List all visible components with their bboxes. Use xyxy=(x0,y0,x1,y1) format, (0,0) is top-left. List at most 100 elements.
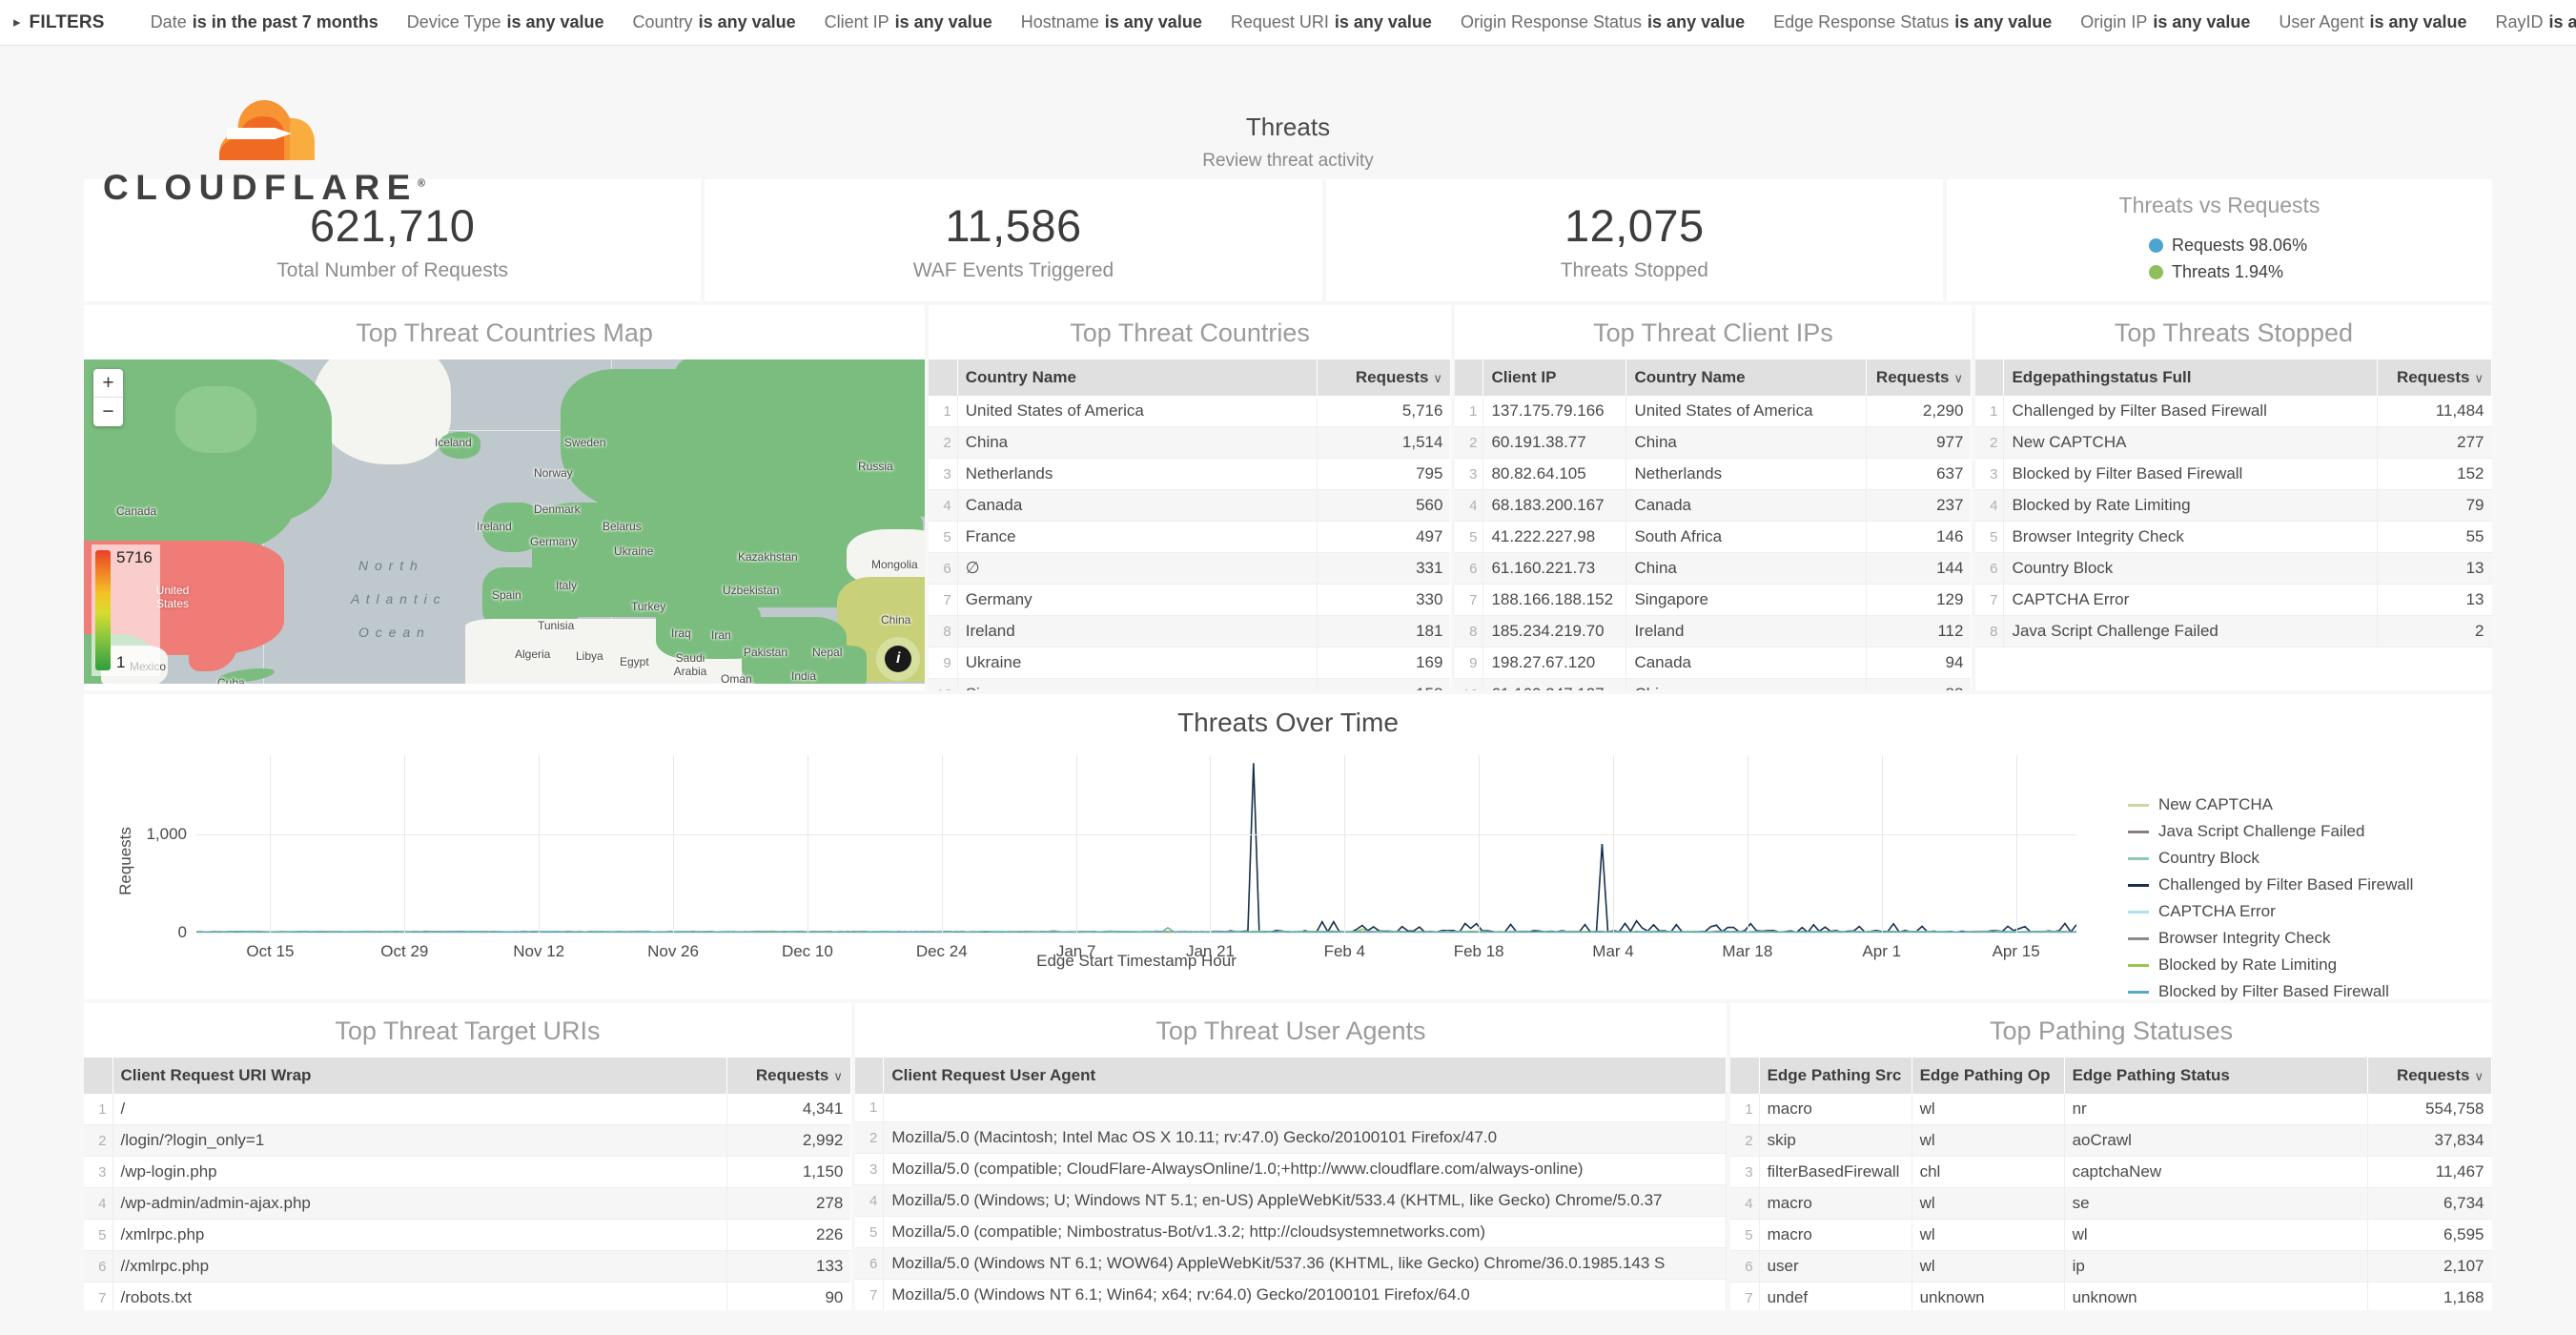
row-index: 5 xyxy=(84,1219,113,1251)
table-row[interactable]: 2 60.191.38.77 China 977 xyxy=(1454,426,1972,459)
table-row[interactable]: 5/xmlrpc.php 226 xyxy=(84,1219,851,1251)
col-requests[interactable]: Requests ∨ xyxy=(2367,1058,2492,1094)
table-row[interactable]: 5 macro wl wl 6,595 xyxy=(1730,1219,2492,1251)
table-row[interactable]: 7 CAPTCHA Error 13 xyxy=(1974,584,2492,616)
col-client-request-uri-wrap[interactable]: Client Request URI Wrap xyxy=(112,1058,727,1094)
chart-legend-item[interactable]: Java Script Challenge Failed xyxy=(2128,822,2492,841)
filter-chip[interactable]: Client IP is any value xyxy=(825,12,992,32)
table-row[interactable]: 10Si158 xyxy=(929,678,1451,690)
chart-legend-item[interactable]: New CAPTCHA xyxy=(2128,795,2492,814)
col-requests[interactable]: Requests ∨ xyxy=(726,1058,851,1094)
table-row[interactable]: 6 user wl ip 2,107 xyxy=(1730,1250,2492,1283)
filter-chip[interactable]: Origin IP is any value xyxy=(2080,12,2250,32)
table-row[interactable]: 1 United States of America 5,716 xyxy=(929,396,1451,427)
filter-chip[interactable]: Edge Response Status is any value xyxy=(1773,12,2052,32)
col-requests[interactable]: Requests ∨ xyxy=(1866,359,1972,396)
col-client-request-user-agent[interactable]: Client Request User Agent xyxy=(883,1058,1728,1094)
cell-requests: 2 xyxy=(2377,615,2492,647)
table-row[interactable]: 2 China 1,514 xyxy=(929,426,1451,459)
filter-chip[interactable]: Device Type is any value xyxy=(407,12,604,32)
filter-field: Device Type xyxy=(406,12,501,31)
map-zoom-controls[interactable]: + − xyxy=(93,369,123,426)
row-index: 3 xyxy=(84,1156,113,1188)
table-row[interactable]: 1 137.175.79.166 United States of America 2… xyxy=(1454,396,1972,427)
col-edge-pathing-src[interactable]: Edge Pathing Src xyxy=(1759,1058,1912,1094)
table-row[interactable]: 9 198.27.67.120 Canada 94 xyxy=(1454,647,1972,679)
row-index: 2 xyxy=(1730,1124,1760,1157)
col-requests[interactable]: Requests ∨ xyxy=(1317,359,1451,396)
filter-chip[interactable]: User Agent is any value xyxy=(2279,12,2466,32)
table-row[interactable]: 7/robots.txt 90 xyxy=(84,1282,851,1310)
table-row[interactable]: 7 188.166.188.152 Singapore 129 xyxy=(1454,584,1972,616)
table-row[interactable]: 3 Blocked by Filter Based Firewall 152 xyxy=(1974,458,2492,490)
col-client-ip[interactable]: Client IP xyxy=(1482,359,1627,396)
table-row[interactable]: 5 Browser Integrity Check 55 xyxy=(1974,521,2492,553)
zoom-in-button[interactable]: + xyxy=(93,369,123,398)
chart-legend-item[interactable]: Browser Integrity Check xyxy=(2128,929,2492,948)
info-icon[interactable]: i xyxy=(885,646,912,672)
table-row[interactable]: 6 61.160.221.73 China 144 xyxy=(1454,552,1972,585)
row-index: 3 xyxy=(854,1153,885,1185)
table-row[interactable]: 4 Canada 560 xyxy=(929,489,1451,522)
table-row[interactable]: 7 Germany 330 xyxy=(929,584,1451,616)
table-row[interactable]: 6 ∅ 331 xyxy=(929,552,1451,585)
table-row[interactable]: 2 Mozilla/5.0 (Macintosh; Intel Mac OS X … xyxy=(854,1121,1728,1154)
col-edge-pathing-op[interactable]: Edge Pathing Op xyxy=(1912,1058,2065,1094)
table-row[interactable]: 6//xmlrpc.php 133 xyxy=(84,1250,851,1283)
table-row[interactable]: 6 Mozilla/5.0 (Windows NT 6.1; WOW64) App… xyxy=(854,1247,1728,1280)
table-row[interactable]: 3 Netherlands 795 xyxy=(929,458,1451,490)
table-row[interactable]: 4 68.183.200.167 Canada 237 xyxy=(1454,489,1972,522)
col-country-name[interactable]: Country Name xyxy=(1625,359,1867,396)
filter-chip[interactable]: Origin Response Status is any value xyxy=(1461,12,1745,32)
table-row[interactable]: 3/wp-login.php 1,150 xyxy=(84,1156,851,1188)
table-row[interactable]: 7 undef unknown unknown 1,168 xyxy=(1730,1282,2492,1310)
row-index: 4 xyxy=(84,1187,113,1220)
table-row[interactable]: 8 185.234.219.70 Ireland 112 xyxy=(1454,615,1972,647)
table-row[interactable]: 4 macro wl se 6,734 xyxy=(1730,1187,2492,1220)
chevron-right-icon[interactable]: ▸ xyxy=(13,14,21,31)
table-row[interactable]: 6 Country Block 13 xyxy=(1974,552,2492,585)
table-row[interactable]: 3 Mozilla/5.0 (compatible; CloudFlare-Alw… xyxy=(854,1153,1728,1185)
table-row[interactable]: 5 France 497 xyxy=(929,521,1451,553)
table-row[interactable]: 5 Mozilla/5.0 (compatible; Nimbostratus-B… xyxy=(854,1216,1728,1248)
table-row[interactable]: 3 filterBasedFirewall chl captchaNew 11,467 xyxy=(1730,1156,2492,1188)
legend-swatch-icon xyxy=(2128,990,2149,994)
col-edgepathingstatus-full[interactable]: Edgepathingstatus Full xyxy=(2003,359,2378,396)
table-row[interactable]: 4/wp-admin/admin-ajax.php 278 xyxy=(84,1187,851,1220)
cell-status: ip xyxy=(2064,1250,2369,1283)
table-row[interactable]: 2/login/?login_only=1 2,992 xyxy=(84,1124,851,1157)
chart-legend-item[interactable]: CAPTCHA Error xyxy=(2128,902,2492,921)
table-row[interactable]: 4 Blocked by Rate Limiting 79 xyxy=(1974,489,2492,522)
filter-chip[interactable]: Request URI is any value xyxy=(1231,12,1432,32)
table-row[interactable]: 8 Java Script Challenge Failed 2 xyxy=(1974,615,2492,647)
filter-chip[interactable]: Hostname is any value xyxy=(1021,12,1202,32)
filter-chip[interactable]: Date is in the past 7 months xyxy=(151,12,378,32)
table-row[interactable]: 1/4,341 xyxy=(84,1094,851,1125)
table-row[interactable]: 3 80.82.64.105 Netherlands 637 xyxy=(1454,458,1972,490)
table-row[interactable]: 2 New CAPTCHA 277 xyxy=(1974,426,2492,459)
chart-legend-item[interactable]: Country Block xyxy=(2128,849,2492,868)
chart-legend-item[interactable]: Challenged by Filter Based Firewall xyxy=(2128,875,2492,894)
col-requests[interactable]: Requests ∨ xyxy=(2377,359,2492,396)
zoom-out-button[interactable]: − xyxy=(102,400,114,422)
table-row[interactable]: 2 skip wl aoCrawl 37,834 xyxy=(1730,1124,2492,1157)
table-row[interactable]: 8 Ireland 181 xyxy=(929,615,1451,647)
table-row[interactable]: 1 Challenged by Filter Based Firewall 11,4… xyxy=(1974,396,2492,427)
table-row[interactable]: 9 Ukraine 169 xyxy=(929,647,1451,679)
table-row[interactable]: 7 Mozilla/5.0 (Windows NT 6.1; Win64; x64… xyxy=(854,1279,1728,1310)
chart-legend-item[interactable]: Blocked by Filter Based Firewall xyxy=(2128,982,2492,1001)
chart-legend-item[interactable]: Blocked by Rate Limiting xyxy=(2128,955,2492,975)
table-row[interactable]: 1 xyxy=(854,1094,1728,1122)
col-country-name[interactable]: Country Name xyxy=(957,359,1318,396)
cell-op: chl xyxy=(1912,1156,2065,1188)
col-edge-pathing-status[interactable]: Edge Pathing Status xyxy=(2064,1058,2369,1094)
chart-plot[interactable]: 0 1,000 Oct 15 Oct 29 Nov 12 Nov 26 Dec 10 Dec … xyxy=(146,755,2076,960)
table-row[interactable]: 1 macro wl nr 554,758 xyxy=(1730,1094,2492,1125)
filter-chip[interactable]: Country is any value xyxy=(633,12,796,32)
table-row[interactable]: 4 Mozilla/5.0 (Windows; U; Windows NT 5.1… xyxy=(854,1184,1728,1217)
table-row[interactable]: 1061.160.247.127Chi88 xyxy=(1454,678,1972,690)
chart-plot-wrapper: Requests 0 1,000 Oct 15 Oct 29 Nov 12 Nov 26 D… xyxy=(84,746,2111,976)
table-row[interactable]: 5 41.222.227.98 South Africa 146 xyxy=(1454,521,1972,553)
